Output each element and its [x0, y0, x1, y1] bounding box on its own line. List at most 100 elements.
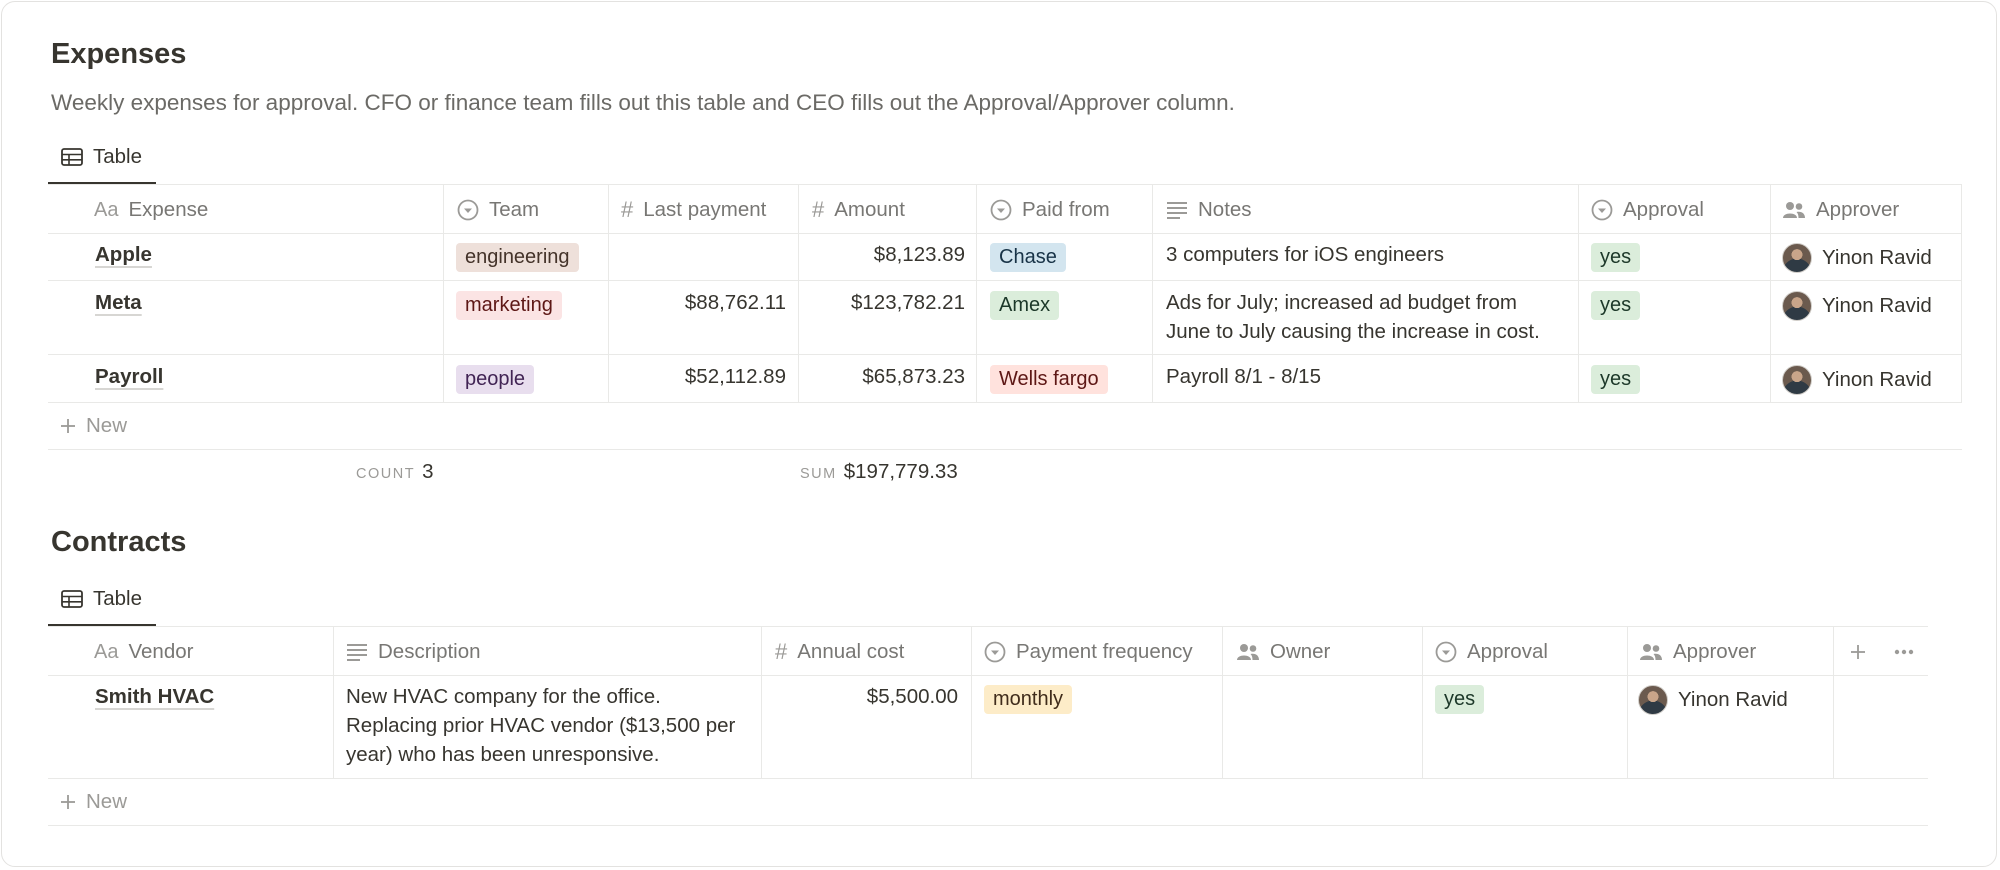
plus-icon [1850, 644, 1866, 660]
divider [1422, 626, 1423, 779]
divider [48, 825, 1928, 826]
team-tag[interactable]: people [456, 365, 535, 394]
column-header-payment-frequency[interactable]: Payment frequency [984, 638, 1193, 666]
number-icon: # [775, 639, 788, 664]
paid-from-tag[interactable]: Chase [990, 243, 1066, 272]
more-options-button[interactable] [1892, 642, 1916, 662]
divider [761, 626, 762, 779]
column-header-expense[interactable]: Aa Expense [94, 198, 209, 221]
amount-cell[interactable]: $8,123.89 [873, 243, 965, 266]
divider [48, 280, 1962, 281]
tab-underline [48, 624, 156, 626]
approval-tag[interactable]: yes [1435, 685, 1485, 714]
table-icon [61, 148, 83, 166]
notes-cell[interactable]: Ads for July; increased ad budget from J… [1166, 291, 1540, 343]
column-header-team[interactable]: Team [457, 196, 539, 224]
team-tag[interactable]: marketing [456, 291, 562, 320]
divider [1578, 184, 1579, 403]
divider [798, 184, 799, 403]
last-payment-cell[interactable]: $88,762.11 [684, 291, 786, 314]
column-header-description[interactable]: Description [346, 638, 481, 666]
divider [48, 626, 1928, 627]
number-icon: # [812, 197, 825, 222]
approver-cell[interactable]: Yinon Ravid [1782, 243, 1932, 273]
column-header-paid-from[interactable]: Paid from [990, 196, 1110, 224]
divider [48, 402, 1962, 403]
tab-label: Table [93, 587, 143, 610]
divider [48, 184, 1962, 185]
column-header-approver[interactable]: Approver [1782, 196, 1899, 224]
select-icon [984, 641, 1006, 663]
expenses-tab-table[interactable]: Table [61, 144, 142, 170]
table-row-expense[interactable]: Payroll [95, 365, 164, 388]
plus-icon [60, 794, 76, 810]
table-row-expense[interactable]: Apple [95, 243, 152, 266]
divider [608, 184, 609, 403]
avatar [1782, 243, 1812, 273]
divider [48, 778, 1928, 779]
text-icon [346, 642, 368, 662]
contracts-tab-table[interactable]: Table [61, 586, 142, 612]
divider [48, 675, 1928, 676]
new-row-button[interactable]: New [60, 788, 127, 816]
tab-underline [48, 182, 156, 184]
amount-cell[interactable]: $65,873.23 [862, 365, 965, 388]
divider [1152, 184, 1153, 403]
approval-tag[interactable]: yes [1591, 243, 1641, 272]
divider [1961, 184, 1962, 403]
approval-tag[interactable]: yes [1591, 365, 1641, 394]
approver-cell[interactable]: Yinon Ravid [1638, 685, 1788, 715]
column-header-last-payment[interactable]: # Last payment [621, 197, 767, 222]
approval-tag[interactable]: yes [1591, 291, 1641, 320]
count-calculation[interactable]: COUNT 3 [356, 460, 434, 483]
paid-from-tag[interactable]: Amex [990, 291, 1060, 320]
tab-label: Table [93, 145, 143, 168]
contracts-title: Contracts [51, 526, 187, 558]
divider [48, 233, 1962, 234]
avatar [1782, 365, 1812, 395]
divider [333, 626, 334, 779]
annual-cost-cell[interactable]: $5,500.00 [866, 685, 958, 708]
person-icon [1639, 642, 1663, 662]
avatar [1638, 685, 1668, 715]
plus-icon [60, 418, 76, 434]
team-tag[interactable]: engineering [456, 243, 579, 272]
divider [971, 626, 972, 779]
divider [48, 449, 1962, 450]
table-row-vendor[interactable]: Smith HVAC [95, 685, 215, 708]
approver-cell[interactable]: Yinon Ravid [1782, 291, 1932, 321]
select-icon [1591, 199, 1613, 221]
divider [48, 354, 1962, 355]
amount-cell[interactable]: $123,782.21 [850, 291, 965, 314]
column-header-approval[interactable]: Approval [1435, 638, 1548, 666]
divider [1833, 626, 1834, 779]
new-row-button[interactable]: New [60, 412, 127, 440]
notes-cell[interactable]: 3 computers for iOS engineers [1166, 243, 1445, 266]
divider [1770, 184, 1771, 403]
column-header-vendor[interactable]: Aa Vendor [94, 640, 194, 663]
table-icon [61, 590, 83, 608]
title-icon: Aa [94, 198, 119, 221]
paid-from-tag[interactable]: Wells fargo [990, 365, 1108, 394]
column-header-notes[interactable]: Notes [1166, 196, 1252, 224]
select-icon [990, 199, 1012, 221]
last-payment-cell[interactable]: $52,112.89 [684, 365, 786, 388]
approver-cell[interactable]: Yinon Ravid [1782, 365, 1932, 395]
notes-cell[interactable]: Payroll 8/1 - 8/15 [1166, 365, 1321, 388]
column-header-approval[interactable]: Approval [1591, 196, 1704, 224]
text-icon [1166, 200, 1188, 220]
column-header-annual-cost[interactable]: # Annual cost [775, 639, 905, 664]
description-cell[interactable]: New HVAC company for the office. Replaci… [346, 685, 736, 766]
payment-frequency-tag[interactable]: monthly [984, 685, 1073, 714]
column-header-amount[interactable]: # Amount [812, 197, 905, 222]
sum-calculation[interactable]: SUM $197,779.33 [800, 460, 958, 483]
expenses-description: Weekly expenses for approval. CFO or fin… [51, 90, 1235, 115]
column-header-approver[interactable]: Approver [1639, 638, 1756, 666]
person-icon [1782, 200, 1806, 220]
number-icon: # [621, 197, 634, 222]
table-row-expense[interactable]: Meta [95, 291, 142, 314]
add-property-button[interactable] [1848, 642, 1868, 662]
expenses-title: Expenses [51, 38, 187, 70]
column-header-owner[interactable]: Owner [1236, 638, 1330, 666]
